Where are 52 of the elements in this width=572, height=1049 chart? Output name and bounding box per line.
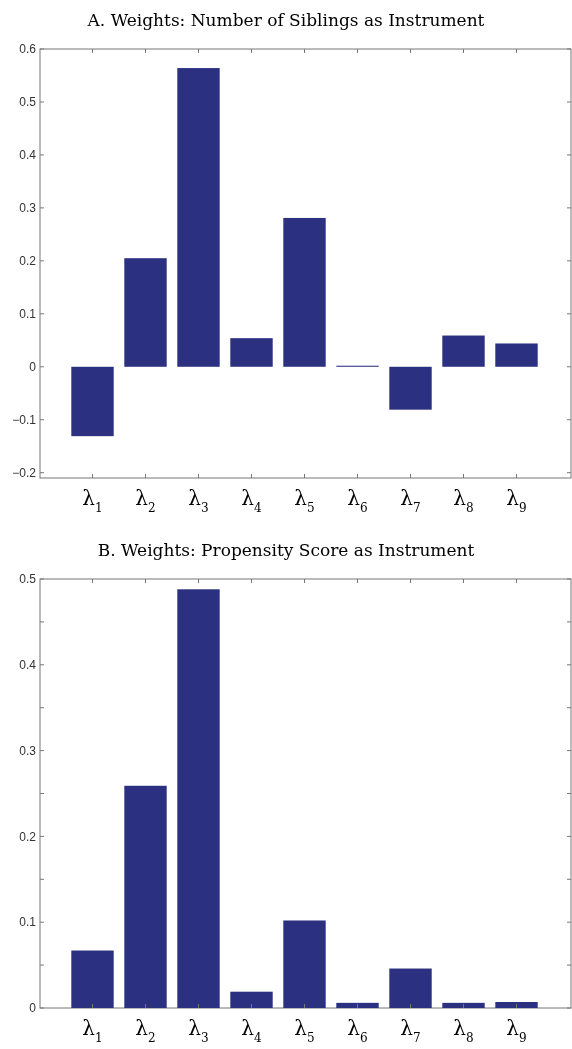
bar xyxy=(495,1001,538,1008)
y-tick-label: 0.3 xyxy=(19,201,37,216)
y-tick-label: −0.2 xyxy=(12,465,37,480)
x-tick-label: λ$_{5}$ xyxy=(294,486,315,515)
x-tick-label: λ$_{7}$ xyxy=(400,1016,421,1045)
bar xyxy=(124,258,167,367)
x-tick-label: λ$_{5}$ xyxy=(294,1016,315,1045)
bar xyxy=(283,217,326,367)
x-tick-label: λ$_{3}$ xyxy=(188,1016,209,1045)
x-tick-label: λ$_{9}$ xyxy=(506,1016,527,1045)
y-tick-label: 0.4 xyxy=(19,148,37,163)
bar xyxy=(124,785,167,1008)
bar xyxy=(177,589,220,1008)
y-tick-label: 0 xyxy=(29,1001,37,1016)
x-tick-label: λ$_{3}$ xyxy=(188,486,209,515)
x-tick-label: λ$_{6}$ xyxy=(347,1016,368,1045)
y-tick-label: 0.2 xyxy=(19,254,37,269)
chart-title: A. Weights: Number of Siblings as Instrument xyxy=(86,10,485,30)
bar xyxy=(389,968,432,1008)
y-tick-label: 0.6 xyxy=(19,42,37,57)
bar xyxy=(230,338,273,367)
x-tick-label: λ$_{1}$ xyxy=(82,486,103,515)
x-tick-label: λ$_{4}$ xyxy=(241,486,263,515)
y-tick-label: 0.1 xyxy=(19,307,37,322)
x-tick-label: λ$_{4}$ xyxy=(241,1016,263,1045)
x-tick-label: λ$_{1}$ xyxy=(82,1016,103,1045)
x-tick-label: λ$_{7}$ xyxy=(400,486,421,515)
bar xyxy=(230,991,273,1008)
y-tick-label: 0.2 xyxy=(19,829,37,844)
chart-title: B. Weights: Propensity Score as Instrument xyxy=(97,540,475,560)
bar xyxy=(442,1002,485,1008)
y-tick-label: 0.5 xyxy=(19,572,37,587)
y-tick-label: 0.5 xyxy=(19,95,37,110)
x-tick-label: λ$_{8}$ xyxy=(453,1016,474,1045)
y-tick-label: 0.4 xyxy=(19,658,37,672)
x-tick-label: λ$_{9}$ xyxy=(506,486,527,515)
y-tick-label: 0.3 xyxy=(19,743,37,758)
x-tick-label: λ$_{2}$ xyxy=(135,486,156,515)
bar xyxy=(495,343,538,367)
bar xyxy=(442,335,485,367)
bar xyxy=(336,1002,379,1008)
bar xyxy=(71,366,114,437)
x-tick-label: λ$_{6}$ xyxy=(347,486,368,515)
bar xyxy=(389,366,432,410)
x-tick-label: λ$_{8}$ xyxy=(453,486,474,515)
y-tick-label: −0.1 xyxy=(12,412,37,427)
x-tick-label: λ$_{2}$ xyxy=(135,1016,156,1045)
y-tick-label: 0.1 xyxy=(19,915,37,930)
bar xyxy=(71,950,114,1008)
bar xyxy=(177,68,220,367)
bar xyxy=(283,920,326,1008)
y-tick-label: 0 xyxy=(29,359,37,374)
